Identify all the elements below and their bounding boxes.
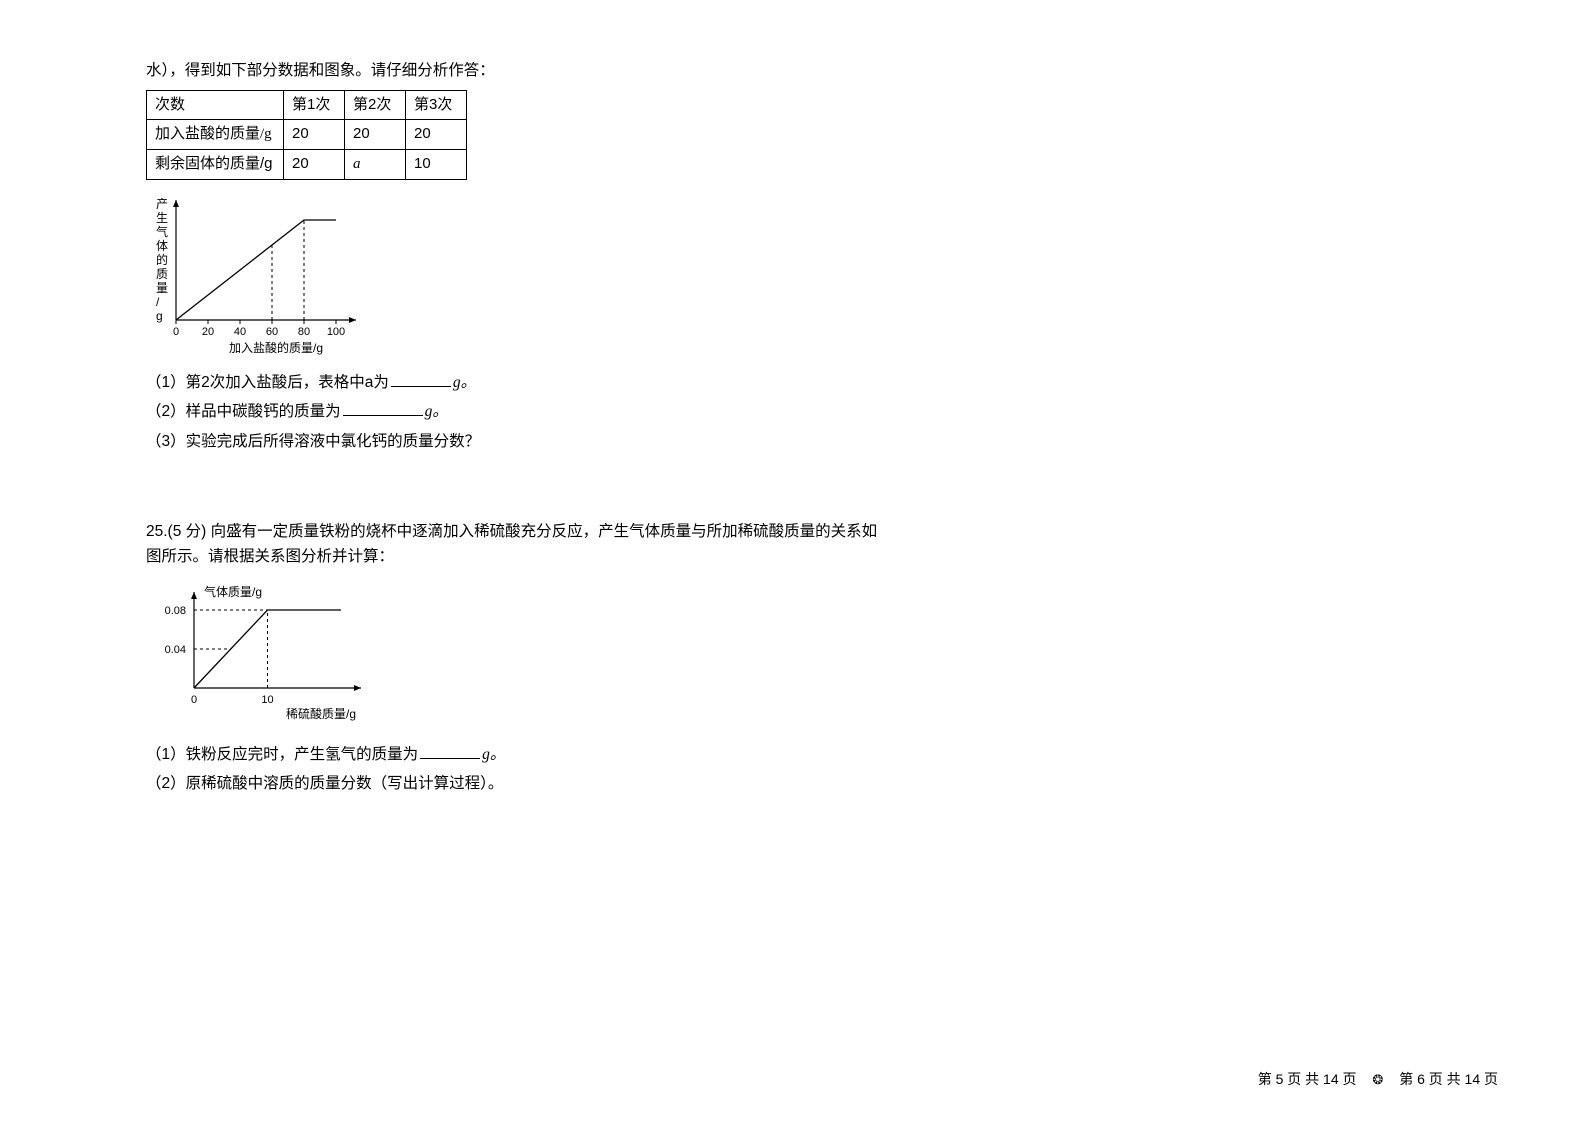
q24-3: （3）实验完成后所得溶液中氯化钙的质量分数？ (146, 429, 1528, 455)
svg-text:质: 质 (156, 267, 168, 281)
svg-text:40: 40 (234, 326, 246, 338)
blank (343, 400, 423, 417)
svg-text:g: g (156, 309, 163, 323)
table-header-row: 次数 第1次 第2次 第3次 (147, 90, 467, 120)
page-footer: 第 5 页 共 14 页 ❂ 第 6 页 共 14 页 (1258, 1068, 1498, 1091)
svg-text:的: 的 (156, 252, 168, 267)
svg-text:0.08: 0.08 (165, 605, 186, 617)
svg-text:/: / (156, 295, 160, 309)
svg-text:气: 气 (156, 224, 168, 239)
svg-text:60: 60 (266, 326, 278, 338)
svg-text:稀硫酸质量/g: 稀硫酸质量/g (286, 706, 356, 721)
svg-text:100: 100 (327, 326, 345, 338)
chart-1-svg: 产生气体的质量/g0 20 40 60 80 100 加入盐酸的质量/g (146, 190, 396, 360)
blank (420, 742, 480, 759)
q-text: （1）铁粉反应完时，产生氢气的质量为 (146, 746, 418, 763)
cell: 20 (406, 120, 467, 150)
cell: a (345, 150, 406, 180)
svg-text:加入盐酸的质量/g: 加入盐酸的质量/g (229, 340, 323, 355)
svg-text:气体质量/g: 气体质量/g (204, 584, 262, 599)
chart-1: 产生气体的质量/g0 20 40 60 80 100 加入盐酸的质量/g (146, 190, 1528, 360)
cell: 20 (284, 120, 345, 150)
table-row: 加入盐酸的质量/g 20 20 20 (147, 120, 467, 150)
hdr-cell: 第1次 (284, 90, 345, 120)
cell: 20 (284, 150, 345, 180)
hdr-cell: 次数 (147, 90, 284, 120)
q-text: （3）实验完成后所得溶液中氯化钙的质量分数？ (146, 433, 480, 450)
svg-text:量: 量 (156, 281, 168, 295)
q24-2: （2）样品中碳酸钙的质量为 g。 (146, 399, 1528, 425)
svg-text:体: 体 (156, 239, 168, 253)
svg-text:产: 产 (156, 197, 168, 211)
q24-1: （1）第2次加入盐酸后，表格中a为 g。 (146, 370, 1528, 396)
cell: 10 (406, 150, 467, 180)
unit: g。 (453, 374, 476, 391)
footer-right: 第 6 页 共 14 页 (1399, 1071, 1498, 1087)
svg-text:生: 生 (156, 211, 168, 225)
svg-text:20: 20 (202, 326, 214, 338)
unit: g。 (482, 746, 505, 763)
table-row: 剩余固体的质量/g 20 a 10 (147, 150, 467, 180)
svg-text:0.04: 0.04 (165, 644, 186, 656)
q25-intro: 25.(5 分) 向盛有一定质量铁粉的烧杯中逐滴加入稀硫酸充分反应，产生气体质量… (146, 519, 886, 570)
unit: g。 (425, 403, 448, 420)
q-text: （2）原稀硫酸中溶质的质量分数（写出计算过程）。 (146, 775, 503, 792)
exam-page: 水），得到如下部分数据和图象。请仔细分析作答： 次数 第1次 第2次 第3次 加… (0, 0, 1588, 1123)
row-label: 加入盐酸的质量/g (147, 120, 284, 150)
q25-1: （1）铁粉反应完时，产生氢气的质量为 g。 (146, 742, 1528, 768)
hdr-cell: 第2次 (345, 90, 406, 120)
experiment-table: 次数 第1次 第2次 第3次 加入盐酸的质量/g 20 20 20 剩余固体的质… (146, 90, 467, 180)
q25-2: （2）原稀硫酸中溶质的质量分数（写出计算过程）。 (146, 771, 1528, 797)
continuation-text: 水），得到如下部分数据和图象。请仔细分析作答： (146, 58, 1528, 84)
q-text: （2）样品中碳酸钙的质量为 (146, 403, 341, 420)
hdr-cell: 第3次 (406, 90, 467, 120)
svg-text:80: 80 (298, 326, 310, 338)
chart-2-svg: 气体质量/g 0.04 0.08 0 10 稀硫酸质量/g (146, 578, 396, 728)
footer-left: 第 5 页 共 14 页 (1258, 1071, 1357, 1087)
blank (391, 370, 451, 387)
svg-text:0: 0 (173, 326, 179, 338)
q-text: （1）第2次加入盐酸后，表格中a为 (146, 374, 389, 391)
svg-text:10: 10 (261, 694, 273, 706)
svg-text:0: 0 (191, 694, 197, 706)
gear-icon: ❂ (1372, 1069, 1383, 1090)
cell: 20 (345, 120, 406, 150)
row-label: 剩余固体的质量/g (147, 150, 284, 180)
chart-2: 气体质量/g 0.04 0.08 0 10 稀硫酸质量/g (146, 578, 1528, 728)
